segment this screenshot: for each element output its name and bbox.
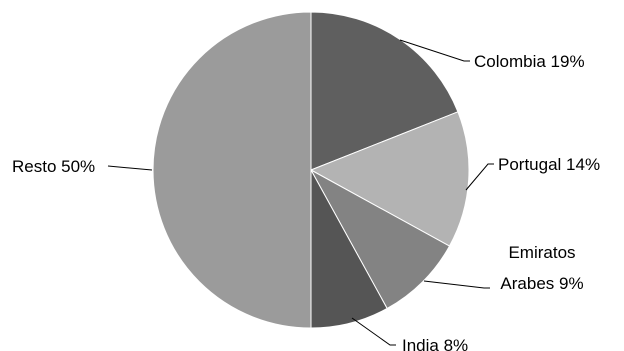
pie-slices — [152, 11, 470, 329]
pie-slice-resto — [152, 11, 312, 329]
data-label-colombia: Colombia 19% — [474, 52, 585, 71]
leader-line-india — [351, 317, 396, 346]
pie-slice-emiratos-arabes — [309, 168, 451, 310]
data-label-emiratos-line2: Arabes 9% — [500, 274, 583, 293]
leader-line-portugal — [465, 163, 494, 191]
leader-line-resto — [107, 165, 153, 171]
data-label-resto: Resto 50% — [12, 157, 95, 176]
data-label-portugal: Portugal 14% — [498, 155, 600, 174]
leader-line-emiratos — [423, 280, 490, 289]
pie-slice-colombia — [310, 11, 459, 171]
leader-line-colombia — [399, 39, 470, 62]
data-label-india: India 8% — [402, 336, 468, 351]
pie-slice-portugal — [309, 111, 470, 247]
data-label-emiratos-line1: Emiratos — [508, 243, 575, 262]
